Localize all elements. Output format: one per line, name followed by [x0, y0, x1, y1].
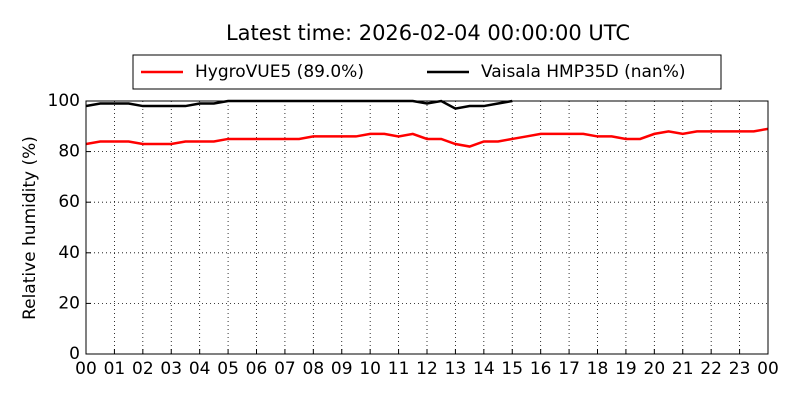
x-tick-label: 07 — [274, 359, 296, 379]
x-tick-label: 20 — [644, 359, 666, 379]
x-tick-label: 10 — [359, 359, 381, 379]
chart-title: Latest time: 2026-02-04 00:00:00 UTC — [226, 21, 630, 45]
x-tick-label: 22 — [700, 359, 722, 379]
x-tick-label: 17 — [558, 359, 580, 379]
x-tick-label: 01 — [104, 359, 126, 379]
x-tick-label: 08 — [303, 359, 325, 379]
y-tick-label: 100 — [48, 91, 80, 111]
x-tick-label: 15 — [501, 359, 523, 379]
x-tick-label: 13 — [445, 359, 467, 379]
x-tick-label: 05 — [217, 359, 239, 379]
y-tick-label: 80 — [58, 142, 80, 162]
x-tick-label: 00 — [757, 359, 779, 379]
x-tick-label: 00 — [75, 359, 97, 379]
y-tick-label: 60 — [58, 192, 80, 212]
x-tick-label: 21 — [672, 359, 694, 379]
x-tick-label: 16 — [530, 359, 552, 379]
y-tick-label: 0 — [69, 344, 80, 364]
x-tick-label: 14 — [473, 359, 495, 379]
x-tick-label: 11 — [388, 359, 410, 379]
legend-label: HygroVUE5 (89.0%) — [195, 62, 364, 82]
x-tick-label: 12 — [416, 359, 438, 379]
line-series — [86, 127, 768, 148]
x-tick-label: 09 — [331, 359, 353, 379]
x-tick-label: 18 — [587, 359, 609, 379]
x-tick-label: 23 — [729, 359, 751, 379]
y-tick-label: 40 — [58, 243, 80, 263]
x-tick-label: 06 — [246, 359, 268, 379]
x-tick-label: 19 — [615, 359, 637, 379]
x-tick-label: 03 — [160, 359, 182, 379]
x-tick-label: 02 — [132, 359, 154, 379]
legend-label: Vaisala HMP35D (nan%) — [481, 62, 685, 82]
plot-frame — [85, 100, 769, 355]
x-tick-label: 04 — [189, 359, 211, 379]
y-tick-label: 20 — [58, 293, 80, 313]
y-axis-label: Relative humidity (%) — [20, 136, 40, 320]
